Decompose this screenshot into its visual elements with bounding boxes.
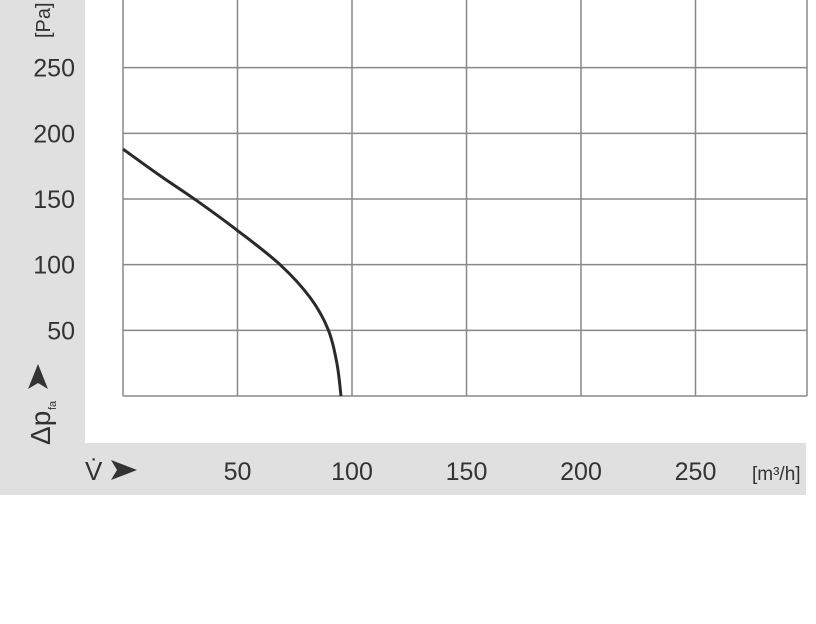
y-tick-label: 250 xyxy=(33,55,75,83)
x-tick-label: 200 xyxy=(560,458,602,486)
y-axis-band xyxy=(0,0,85,495)
y-tick-label: 100 xyxy=(33,252,75,280)
y-tick-label: 50 xyxy=(47,317,75,345)
x-tick-label: 50 xyxy=(224,458,252,486)
y-tick-label: 200 xyxy=(33,120,75,148)
x-tick-label: 250 xyxy=(675,458,717,486)
series-line xyxy=(122,147,343,397)
y-axis-arrow-icon xyxy=(28,364,48,389)
y-tick-label: 150 xyxy=(33,186,75,214)
x-tick-label: 150 xyxy=(446,458,488,486)
tick-labels: 50 100 150 200 250 50 100 150 200 250 xyxy=(33,55,716,486)
x-axis-label: V̇ xyxy=(85,456,103,486)
y-axis-label: Δp xyxy=(25,411,56,445)
x-tick-label: 100 xyxy=(331,458,373,486)
grid xyxy=(122,0,808,397)
y-axis-label-subscript: fa xyxy=(47,400,59,410)
x-axis-arrow-icon xyxy=(111,460,137,480)
x-unit-label: [m³/h] xyxy=(752,464,801,485)
y-unit-label: [Pa] xyxy=(33,2,55,38)
